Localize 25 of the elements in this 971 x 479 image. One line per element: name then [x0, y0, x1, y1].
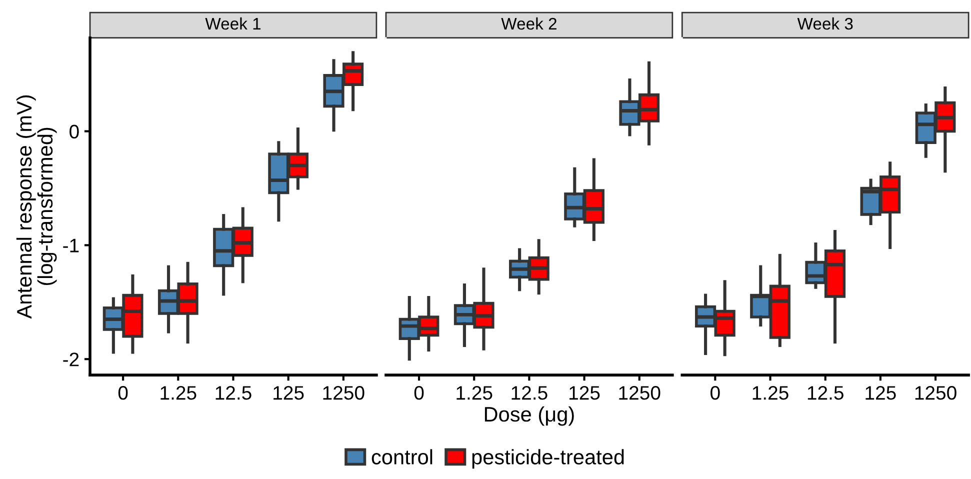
x-axis-title: Dose (μg) [484, 406, 574, 426]
x-tick-label: 125 [274, 386, 304, 400]
legend-label: control [372, 449, 432, 464]
legend-label: pesticide-treated [472, 449, 624, 469]
x-tick-label: 1250 [323, 386, 364, 400]
x-tick-label: 0 [414, 386, 424, 400]
chart-title: Week 1 [205, 17, 261, 30]
y-tick-label: -1 [63, 238, 79, 252]
chart-title: Week 2 [501, 17, 556, 30]
x-tick-label: 1250 [619, 386, 660, 400]
x-tick-label: 0 [710, 386, 720, 400]
x-tick-label: 12.5 [512, 386, 548, 400]
x-tick-label: 125 [866, 386, 896, 400]
x-tick-label: 125 [570, 386, 600, 400]
y-tick-label: -2 [63, 352, 79, 366]
x-tick-label: 0 [118, 386, 128, 400]
x-tick-label: 12.5 [216, 386, 252, 400]
x-tick-label: 1250 [915, 386, 956, 400]
x-tick-label: 1.25 [160, 386, 196, 400]
y-axis-title: Antennal response (mV) (log-transformed) [16, 95, 57, 319]
x-tick-label: 1.25 [456, 386, 492, 400]
x-tick-label: 12.5 [808, 386, 844, 400]
x-tick-label: 1.25 [752, 386, 788, 400]
chart-title: Week 3 [797, 17, 853, 30]
y-tick-label: 0 [70, 124, 79, 138]
